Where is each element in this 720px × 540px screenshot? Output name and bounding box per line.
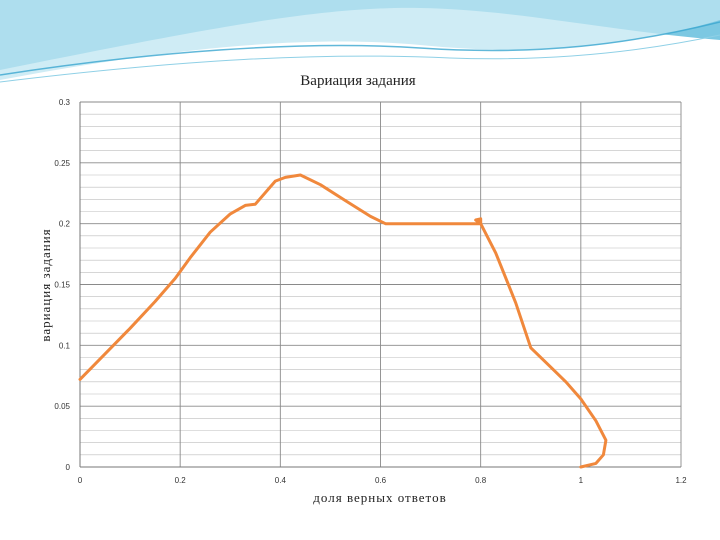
y-tick-label: 0.1 [59,341,71,350]
grid [79,101,682,468]
y-tick-label: 0.2 [59,220,71,229]
y-axis-title: вариация задания [38,228,53,341]
y-tick-label: 0.25 [54,159,70,168]
banner-wave-accent [0,21,720,76]
tick-labels: 0 0.2 0.4 0.6 0.8 1 1.2 0 0.05 0.1 0.15 0.2 0.25 0.3 [54,98,687,485]
x-tick-label: 0.6 [375,476,387,485]
series-layer [78,173,608,469]
x-tick-label: 0.4 [275,476,287,485]
y-tick-label: 0 [66,463,71,472]
x-tick-label: 1 [579,476,584,485]
y-tick-label: 0.05 [54,402,70,411]
x-tick-label: 0 [78,476,83,485]
chart-title: Вариация задания [300,73,415,89]
banner-wave-light [0,0,720,80]
y-tick-label: 0.15 [54,281,70,290]
x-tick-label: 0.8 [475,476,487,485]
x-tick-label: 1.2 [675,476,687,485]
series-line-0 [78,173,608,469]
header-banner [0,0,720,83]
y-tick-label: 0.3 [59,98,71,107]
banner-wave-accent-2 [0,34,720,83]
x-tick-label: 0.2 [175,476,187,485]
x-axis-title: доля верных ответов [313,490,446,505]
